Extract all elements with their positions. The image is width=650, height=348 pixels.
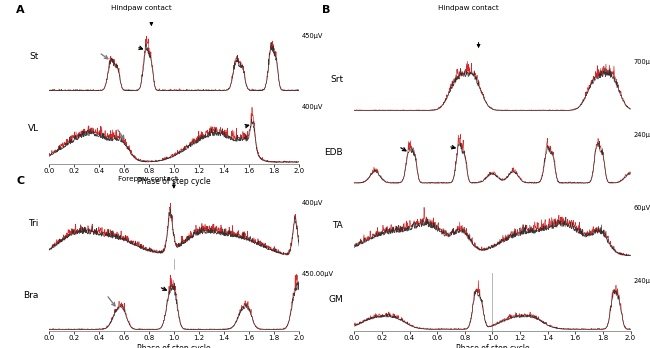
- Text: EDB: EDB: [324, 148, 343, 157]
- Text: C: C: [16, 176, 25, 186]
- Text: 240μV: 240μV: [633, 278, 650, 284]
- Text: GM: GM: [328, 294, 343, 303]
- Text: TA: TA: [332, 221, 343, 230]
- Text: A: A: [16, 5, 25, 15]
- X-axis label: Phase of step cycle: Phase of step cycle: [456, 343, 529, 348]
- Text: 400μV: 400μV: [302, 104, 323, 110]
- Text: VL: VL: [27, 124, 39, 133]
- Text: 450.00μV: 450.00μV: [302, 271, 333, 277]
- X-axis label: Phase of step cycle: Phase of step cycle: [137, 343, 211, 348]
- Text: Hindpaw contact: Hindpaw contact: [111, 5, 172, 11]
- Text: Forepaw contact: Forepaw contact: [118, 176, 178, 182]
- Text: St: St: [29, 52, 39, 61]
- Text: B: B: [322, 5, 330, 15]
- Text: Srt: Srt: [330, 75, 343, 84]
- Text: Bra: Bra: [23, 291, 39, 300]
- Text: 240μV: 240μV: [633, 132, 650, 137]
- Text: Hindpaw contact: Hindpaw contact: [437, 5, 499, 11]
- Text: Tri: Tri: [29, 219, 39, 228]
- Text: 400μV: 400μV: [302, 200, 323, 206]
- Text: 700μV: 700μV: [633, 58, 650, 64]
- Text: 60μV: 60μV: [633, 205, 650, 211]
- Text: 450μV: 450μV: [302, 33, 323, 39]
- X-axis label: Phase of step cycle: Phase of step cycle: [137, 176, 211, 185]
